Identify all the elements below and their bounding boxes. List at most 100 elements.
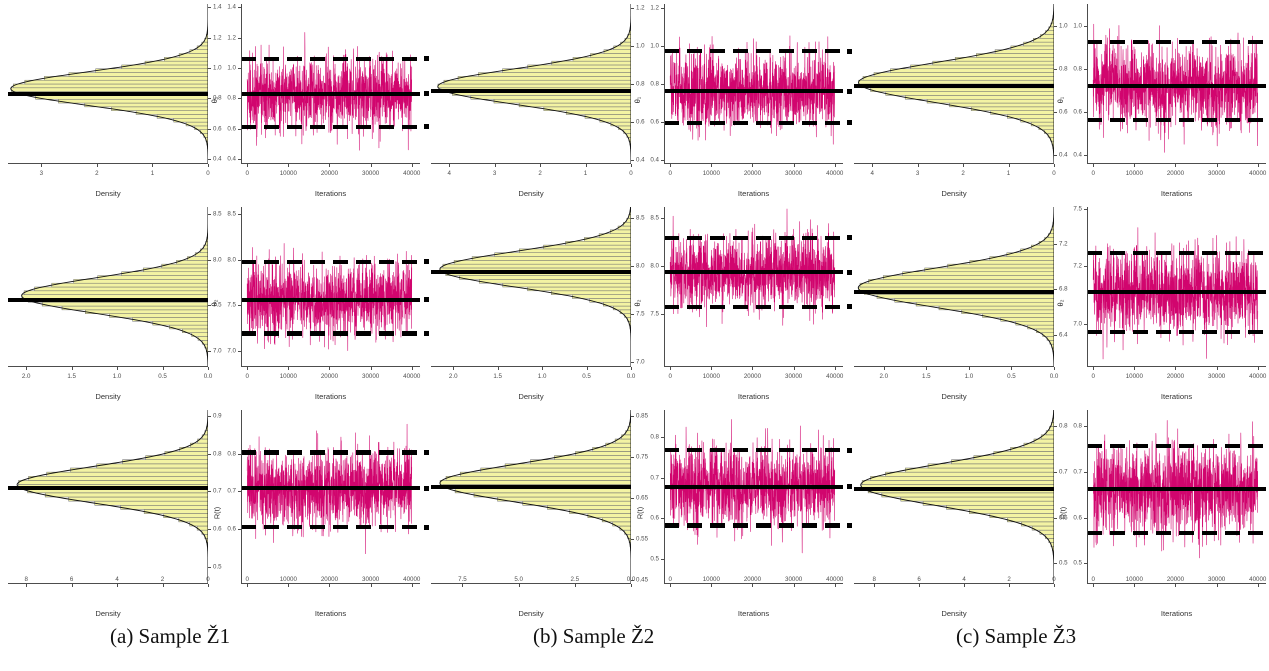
- posterior-mean-line: [1087, 487, 1266, 492]
- x-tick-label: 7.5: [458, 576, 467, 583]
- x-tick-mark: [247, 584, 249, 587]
- x-tick-label: 10000: [702, 170, 720, 177]
- x-tick-label: 1: [583, 170, 588, 177]
- x-tick-label: 0: [245, 170, 249, 177]
- density-x-axis: [854, 163, 1054, 164]
- density-curve: [858, 4, 1054, 164]
- y-tick-label: 0.6: [650, 514, 659, 522]
- x-tick-label: 40000: [1249, 170, 1267, 177]
- x-tick-mark: [1093, 367, 1095, 370]
- x-tick-label: 0.0: [1049, 373, 1059, 380]
- y-tick-label: 7.5: [650, 310, 659, 318]
- x-tick-mark: [1093, 164, 1095, 167]
- trace-plot-area: 0 10000 20000 30000 40000 7.5 7.2 7.0: [1073, 206, 1266, 380]
- x-tick-mark: [329, 367, 331, 370]
- y-tick-mark: [1084, 68, 1087, 70]
- y-tick-mark: [238, 159, 241, 161]
- x-tick-mark: [1257, 584, 1259, 587]
- y-tick-mark: [1084, 323, 1087, 325]
- panel-c: 4 3 2 1 0 1.0 0.8 0.6 0.4 Density 0 10000 20000 30000…: [846, 0, 1269, 620]
- y-tick-label: 0.7: [227, 487, 236, 495]
- x-tick-mark: [370, 367, 372, 370]
- x-tick-mark: [1134, 164, 1136, 167]
- y-tick-mark: [1054, 335, 1057, 336]
- hpd-lower-line: [664, 304, 852, 310]
- x-tick-label: 0: [668, 373, 672, 380]
- y-tick-mark: [631, 266, 634, 268]
- y-tick-mark: [1054, 25, 1057, 27]
- y-tick-mark: [631, 7, 634, 9]
- y-tick-label: 7.0: [213, 347, 222, 355]
- line-end-marker: [424, 124, 429, 130]
- trace-x-axis: [1087, 163, 1266, 164]
- line-end-marker: [847, 522, 852, 528]
- x-tick-mark: [1216, 584, 1218, 587]
- posterior-mean-line: [241, 485, 429, 491]
- line-end-marker: [424, 524, 429, 530]
- x-tick-label: 0.0: [626, 373, 636, 380]
- density-plot-area: 7.5 5.0 2.5 0.0 0.85 0.75 0.65 0.55 0.45: [431, 410, 648, 587]
- y-tick-label: 1.0: [650, 42, 659, 50]
- posterior-mean-line: [854, 83, 1054, 88]
- trace-line: [246, 423, 413, 555]
- trace-x-axis: [664, 366, 843, 367]
- density-axis-title: Density: [941, 189, 967, 198]
- hpd-upper-line: [664, 48, 852, 54]
- y-tick-mark: [238, 98, 241, 100]
- density-subplot: 7.5 5.0 2.5 0.0 0.85 0.75 0.65 0.55 0.45 Density: [431, 406, 648, 620]
- trace-line: [1092, 23, 1259, 153]
- x-tick-mark: [834, 367, 836, 370]
- x-tick-label: 20000: [320, 170, 339, 177]
- x-tick-mark: [968, 367, 970, 370]
- y-tick-label: 0.6: [1059, 108, 1068, 116]
- trace-subplot: 0 10000 20000 30000 40000 8.5 8.0 7.5 θ₂ Iteratio…: [633, 203, 852, 403]
- hpd-upper-line: [664, 235, 852, 241]
- density-axis-title: Density: [518, 609, 544, 618]
- y-tick-mark: [661, 84, 664, 85]
- y-tick-label: 7.0: [227, 347, 236, 355]
- density-curve: [439, 410, 631, 584]
- y-tick-mark: [1054, 68, 1057, 70]
- y-tick-mark: [631, 84, 634, 85]
- y-tick-label: 8.0: [227, 256, 236, 264]
- x-tick-mark: [917, 164, 919, 167]
- y-tick-mark: [1054, 155, 1057, 157]
- y-tick-mark: [238, 305, 241, 307]
- x-tick-label: 40000: [1249, 576, 1267, 583]
- y-tick-label: 0.4: [1059, 151, 1068, 159]
- trace-subplot: 0 10000 20000 30000 40000 1.4 1.2 1.0 0.8 0.6 0.4 θ…: [210, 0, 429, 200]
- trace-x-axis: [664, 583, 843, 584]
- x-tick-mark: [1054, 367, 1055, 370]
- density-plot-area: 8 6 4 2 0 0.8 0.7 0.6 0.5: [854, 410, 1068, 587]
- y-tick-mark: [661, 518, 664, 520]
- line-end-marker: [424, 297, 429, 303]
- y-tick-label: 0.7: [650, 474, 659, 482]
- y-tick-label: 8.0: [213, 256, 222, 264]
- y-tick-mark: [238, 128, 241, 130]
- x-tick-label: 2: [961, 170, 965, 177]
- x-tick-label: 20000: [743, 170, 762, 177]
- y-tick-mark: [208, 68, 211, 69]
- y-tick-label: 0.8: [1073, 65, 1082, 73]
- posterior-mean-line: [664, 88, 852, 94]
- density-axis-title: Density: [95, 392, 121, 401]
- panel-b: 4 3 2 1 0 1.2 1.0 0.8 0.6 0.4 Density 0 10000 20000 30…: [423, 0, 852, 620]
- y-tick-mark: [1054, 243, 1057, 245]
- iterations-axis-title: Iterations: [314, 392, 347, 401]
- x-tick-mark: [1054, 164, 1055, 167]
- trace-y-axis: [241, 410, 242, 584]
- trace-line: [246, 243, 413, 351]
- y-tick-mark: [238, 453, 241, 455]
- iterations-axis-title: Iterations: [737, 189, 770, 198]
- x-tick-mark: [752, 367, 754, 370]
- y-tick-label: 8.5: [227, 210, 236, 218]
- x-tick-label: 3: [492, 170, 497, 177]
- x-tick-label: 4: [962, 576, 966, 583]
- y-tick-label: 7.2: [1073, 262, 1082, 270]
- y-tick-mark: [661, 7, 664, 9]
- x-tick-label: 0: [1091, 373, 1095, 380]
- hpd-lower-line: [664, 120, 852, 126]
- x-tick-mark: [411, 367, 413, 370]
- density-x-axis: [854, 366, 1054, 367]
- x-tick-label: 1.5: [493, 373, 502, 380]
